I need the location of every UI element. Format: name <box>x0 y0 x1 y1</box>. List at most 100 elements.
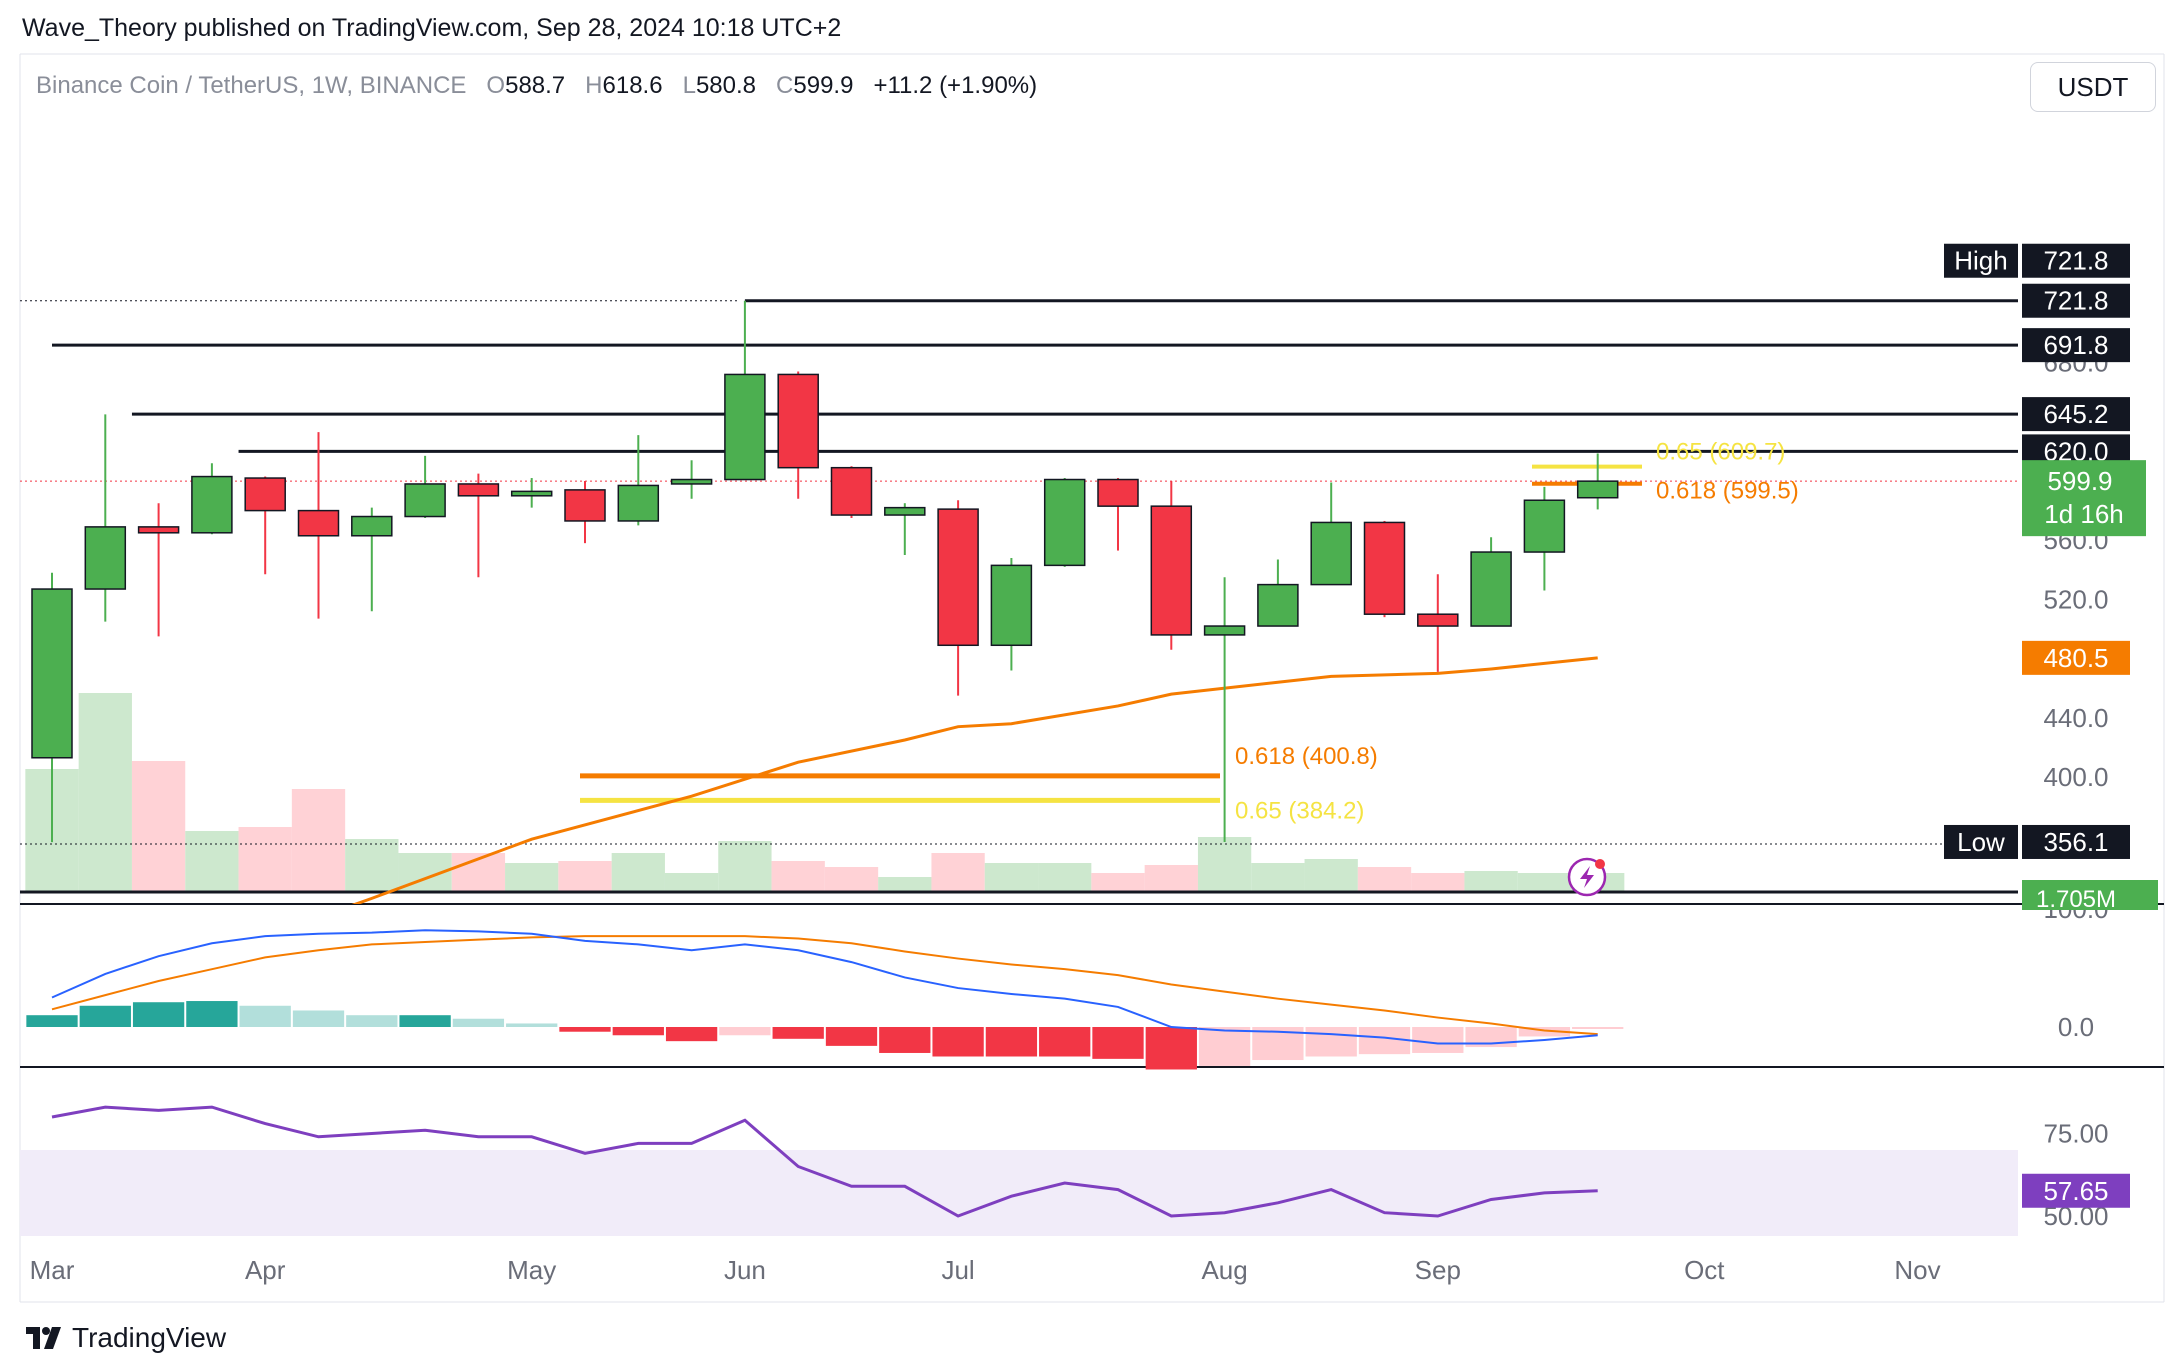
symbol-name[interactable]: Binance Coin / TetherUS, 1W, BINANCE <box>36 72 467 99</box>
candle-body <box>670 478 713 485</box>
candle-body <box>191 475 233 534</box>
volume-bar <box>131 761 186 893</box>
rsi-pane <box>51 1105 1598 1218</box>
macd-histogram-bar <box>292 1010 345 1027</box>
macd-histogram-bar <box>772 1027 824 1039</box>
candle-body <box>1043 478 1086 567</box>
volume-bar <box>1144 865 1198 893</box>
fib-upper-618-label: 0.618 (599.5) <box>1656 478 1799 505</box>
low-value-tag: 356.1 <box>2043 827 2108 857</box>
macd-histogram-bar <box>1572 1027 1624 1029</box>
candle-body <box>31 588 73 759</box>
macd-histogram-bar <box>452 1018 505 1027</box>
macd-histogram-bar <box>346 1015 398 1027</box>
volume-bar <box>1411 873 1465 893</box>
ma-value-tag: 480.5 <box>2043 643 2108 673</box>
tradingview-brand: TradingView <box>72 1322 227 1353</box>
fibonacci-levels: 0.65 (609.7) 0.618 (599.5) 0.618 (400.8) 0.… <box>580 439 1799 824</box>
macd-histogram-bar <box>1358 1027 1411 1055</box>
macd-histogram-bar <box>132 1002 185 1027</box>
level-645-tag: 645.2 <box>2043 399 2108 429</box>
month-label: Nov <box>1894 1255 1940 1285</box>
month-label: Aug <box>1201 1255 1247 1285</box>
high-value: 618.6 <box>602 72 663 99</box>
volume-bars <box>25 693 1625 893</box>
candle-body <box>937 508 979 647</box>
volume-bar <box>1357 867 1412 893</box>
macd-signal-line <box>51 935 1598 1036</box>
price-tick-label: 400.0 <box>2043 762 2108 792</box>
chart-frame <box>19 53 2165 1303</box>
candle-body <box>457 483 500 497</box>
macd-histogram-bar <box>26 1015 78 1027</box>
volume-bar <box>878 877 932 893</box>
volume-bar <box>984 863 1039 893</box>
volume-bar <box>1464 871 1518 893</box>
volume-bar <box>78 693 132 893</box>
month-label: Oct <box>1684 1255 1725 1285</box>
candle-body <box>137 526 180 534</box>
level-645-tag-bg <box>2022 397 2130 432</box>
current-price-tag-bg <box>2022 460 2146 537</box>
candle-body <box>1417 613 1459 627</box>
footer-logo[interactable]: TradingView <box>26 1322 226 1354</box>
time-axis: Mar Apr May Jun Jul Aug Sep Oct Nov <box>30 1255 1941 1285</box>
close-label: C <box>776 72 794 99</box>
fib-lower-65-label: 0.65 (384.2) <box>1235 797 1364 824</box>
volume-bar <box>558 861 612 893</box>
month-label: May <box>507 1255 556 1285</box>
alert-icon[interactable] <box>1567 857 1607 897</box>
macd-histogram-bar <box>1518 1027 1571 1037</box>
macd-pane <box>26 929 1624 1070</box>
month-label: Jun <box>724 1255 766 1285</box>
month-label: Mar <box>30 1255 75 1285</box>
macd-histogram-bar <box>879 1027 931 1053</box>
candle-body <box>297 509 340 537</box>
high-label: H <box>585 72 603 99</box>
volume-bar <box>664 873 719 893</box>
macd-histogram-bar <box>612 1027 664 1036</box>
fib-upper-65-label: 0.65 (609.7) <box>1656 439 1785 466</box>
candle-body <box>884 506 926 516</box>
candle-body <box>1203 625 1246 636</box>
low-value: 580.8 <box>695 72 757 99</box>
volume-bar <box>824 867 879 893</box>
macd-histogram-bar <box>985 1027 1038 1057</box>
open-value: 588.7 <box>505 72 566 99</box>
open-label: O <box>486 72 506 99</box>
candle-body <box>1257 583 1299 627</box>
macd-histogram-bar <box>399 1015 451 1027</box>
moving-average <box>351 656 1598 904</box>
candle-body <box>617 484 660 522</box>
low-text-tag-bg <box>1944 824 2018 859</box>
macd-histogram-bar <box>1039 1027 1091 1057</box>
level-721-tag-bg <box>2022 283 2130 318</box>
volume-bar <box>1304 859 1358 893</box>
tradingview-logo-icon <box>26 1327 61 1349</box>
rsi-value-tag: 57.65 <box>2043 1176 2108 1206</box>
rsi-tick-label: 75.00 <box>2043 1119 2108 1149</box>
month-label: Apr <box>245 1255 286 1285</box>
volume-bar <box>718 841 772 893</box>
volume-tag-bg <box>2022 880 2158 910</box>
macd-histogram-bar <box>825 1027 878 1046</box>
currency-button[interactable]: USDT <box>2030 62 2156 112</box>
volume-bar <box>931 853 985 893</box>
volume-label: 1.705M <box>2036 886 2116 913</box>
macd-histogram-bar <box>1198 1027 1251 1066</box>
candle-body <box>1363 521 1406 615</box>
symbol-legend: Binance Coin / TetherUS, 1W, BINANCE O58… <box>36 72 1037 100</box>
ma-value-tag-bg <box>2022 640 2130 675</box>
candle-body <box>1523 499 1566 553</box>
high-text-tag: High <box>1954 246 2007 276</box>
macd-histogram-bar <box>239 1005 291 1027</box>
volume-bar <box>611 853 665 893</box>
publisher-line: Wave_Theory published on TradingView.com… <box>22 14 842 42</box>
candle-body <box>1310 521 1352 586</box>
volume-bar <box>345 839 399 893</box>
volume-bar <box>238 827 292 893</box>
macd-histogram-bar <box>1092 1027 1144 1059</box>
volume-bar <box>1091 873 1145 893</box>
